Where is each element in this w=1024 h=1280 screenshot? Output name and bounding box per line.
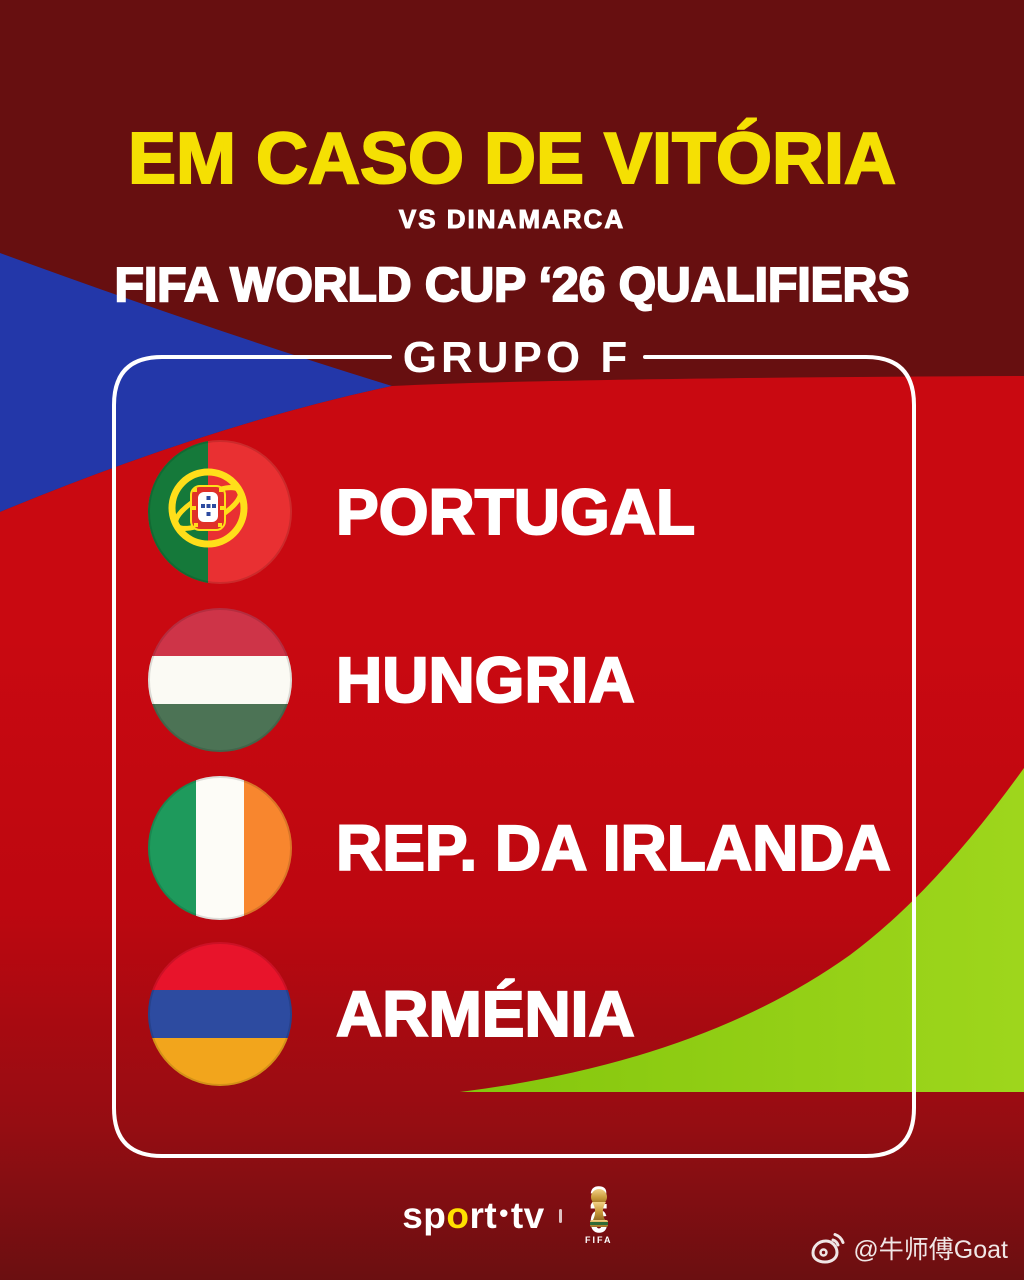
portugal-flag-icon xyxy=(148,440,292,584)
worldcup-trophy-icon xyxy=(589,1189,608,1227)
team-name-armenia: ARMÉNIA xyxy=(335,978,636,1050)
team-name-portugal: PORTUGAL xyxy=(335,476,696,548)
watermark: @牛师傅Goat xyxy=(811,1230,1008,1266)
hungary-flag-icon xyxy=(148,608,292,752)
sporttv-dot: • xyxy=(499,1198,509,1229)
ireland-flag-icon xyxy=(148,776,292,920)
group-label: GRUPO F xyxy=(402,333,632,382)
sporttv-logo: sp o rt • tv xyxy=(402,1195,545,1237)
group-card-border xyxy=(112,355,916,1158)
competition-title: FIFA WORLD CUP ‘26 QUALIFIERS xyxy=(114,258,911,313)
team-name-hungary: HUNGRIA xyxy=(335,644,636,716)
sporttv-text-rt: rt xyxy=(469,1194,498,1236)
subtitle-vs-opponent: VS DINAMARCA xyxy=(398,204,626,235)
watermark-handle: @牛师傅Goat xyxy=(853,1236,1008,1264)
sporttv-text-tv: tv xyxy=(510,1194,545,1236)
team-name-ireland: REP. DA IRLANDA xyxy=(335,812,892,884)
logo-separator xyxy=(558,1208,562,1223)
footer-logos: sp o rt • tv 2 6 xyxy=(0,1182,1024,1246)
green-swoosh xyxy=(460,768,1024,1092)
blue-swoosh xyxy=(0,253,392,512)
fifa-label: FIFA xyxy=(585,1235,613,1246)
page-title: EM CASO DE VITÓRIA xyxy=(127,119,897,199)
sporttv-text-sp: sp xyxy=(402,1194,447,1236)
armenia-flag-icon xyxy=(148,942,292,1086)
sporttv-yellow-o: o xyxy=(446,1194,470,1236)
weibo-icon xyxy=(811,1233,845,1264)
fifa-worldcup-26-logo: 2 6 FIFA xyxy=(576,1182,622,1246)
